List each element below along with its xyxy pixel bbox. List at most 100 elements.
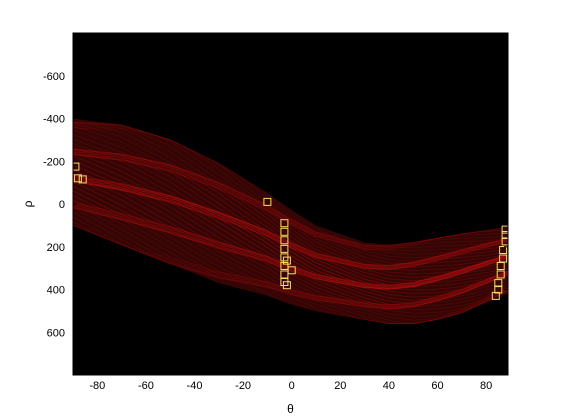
accumulator-curve bbox=[73, 123, 508, 252]
accumulator-curve bbox=[73, 152, 508, 275]
peak-marker bbox=[282, 281, 291, 290]
accumulator-curve bbox=[73, 177, 508, 286]
peak-markers bbox=[73, 162, 508, 300]
y-tick-label: -600 bbox=[43, 71, 65, 83]
accumulator-curve bbox=[73, 205, 508, 310]
accumulator-curve bbox=[73, 123, 508, 249]
peak-marker bbox=[280, 236, 289, 245]
accumulator-curve bbox=[73, 201, 508, 308]
accumulator-curve bbox=[73, 225, 508, 325]
accumulator-curve bbox=[73, 153, 508, 269]
accumulator-curve bbox=[73, 129, 508, 259]
accumulator-curve bbox=[73, 175, 508, 286]
peak-marker bbox=[263, 197, 272, 206]
accumulator-curve bbox=[73, 150, 508, 267]
y-tick-label: 200 bbox=[47, 242, 65, 254]
accumulator-curve bbox=[73, 148, 508, 267]
accumulator-curve bbox=[73, 138, 508, 264]
peak-marker bbox=[499, 246, 508, 254]
peak-marker bbox=[501, 231, 508, 239]
x-tick-label: -40 bbox=[187, 380, 203, 392]
accumulator-curve bbox=[73, 225, 508, 325]
peak-marker bbox=[496, 270, 505, 279]
peak-marker bbox=[282, 256, 291, 265]
accumulator-curve bbox=[73, 126, 508, 255]
accumulator-curve bbox=[73, 143, 508, 267]
accumulator-curve bbox=[73, 216, 508, 324]
accumulator-band bbox=[73, 118, 508, 325]
y-tick-label: 400 bbox=[47, 285, 65, 297]
y-tick-label: 600 bbox=[47, 327, 65, 339]
accumulator-curve bbox=[73, 205, 508, 307]
accumulator-curve bbox=[73, 155, 508, 278]
accumulator-curve bbox=[73, 175, 508, 288]
x-tick-label: -60 bbox=[138, 380, 154, 392]
y-axis-label: ρ bbox=[21, 200, 35, 207]
accumulator-curve bbox=[73, 123, 508, 247]
accumulator-curve bbox=[73, 154, 508, 270]
accumulator-curve bbox=[73, 149, 508, 266]
accumulator-curve bbox=[73, 225, 508, 325]
peak-marker bbox=[280, 219, 289, 228]
accumulator-curve bbox=[73, 150, 508, 270]
peak-marker bbox=[287, 266, 296, 275]
accumulator-curve bbox=[73, 148, 508, 268]
accumulator-curve bbox=[73, 221, 508, 325]
peak-marker bbox=[501, 237, 508, 246]
peak-marker bbox=[78, 175, 87, 184]
plot-content bbox=[73, 118, 508, 325]
peak-marker bbox=[280, 262, 289, 270]
accumulator-curve bbox=[73, 126, 508, 251]
accumulator-curve bbox=[73, 179, 508, 290]
accumulator-curve bbox=[73, 175, 508, 286]
y-tick-label: -200 bbox=[43, 156, 65, 168]
accumulator-curve bbox=[73, 176, 508, 291]
accumulator-curve bbox=[73, 124, 508, 249]
accumulator-curve bbox=[73, 178, 508, 287]
peak-marker bbox=[280, 227, 289, 236]
x-tick-label: 20 bbox=[334, 380, 346, 392]
accumulator-curve bbox=[73, 169, 508, 286]
peak-marker bbox=[280, 244, 289, 253]
x-tick-label: 40 bbox=[383, 380, 395, 392]
accumulator-curve bbox=[73, 164, 508, 284]
accumulator-curve bbox=[73, 199, 508, 308]
peak-marker bbox=[494, 279, 503, 288]
accumulator-curve bbox=[73, 195, 508, 306]
accumulator-curve bbox=[73, 206, 508, 308]
accumulator-curve bbox=[73, 125, 508, 250]
y-tick-label: 0 bbox=[59, 199, 65, 211]
accumulator-curve bbox=[73, 149, 508, 271]
accumulator-curve bbox=[73, 134, 508, 262]
accumulator-curve bbox=[73, 121, 508, 247]
ticks: -80 -60 -40 -20 0 20 40 60 80-600-400-2000200400… bbox=[43, 33, 508, 392]
x-tick-label: 0 bbox=[289, 380, 295, 392]
x-tick-label: 80 bbox=[480, 380, 492, 392]
accumulator-curve bbox=[73, 173, 508, 288]
peak-marker bbox=[73, 162, 80, 171]
x-tick-label: 60 bbox=[431, 380, 443, 392]
accumulator-curve bbox=[73, 152, 508, 268]
x-axis-label: θ bbox=[287, 402, 294, 416]
peak-marker bbox=[491, 291, 500, 300]
band-fill bbox=[73, 118, 508, 324]
accumulator-curve bbox=[73, 176, 508, 290]
accumulator-curve bbox=[73, 204, 508, 314]
accumulator-curve bbox=[73, 160, 508, 282]
peak-marker bbox=[501, 225, 508, 234]
peak-marker bbox=[73, 174, 82, 183]
accumulator-curve bbox=[73, 181, 508, 298]
accumulator-curve bbox=[73, 202, 508, 306]
peak-marker bbox=[499, 254, 508, 263]
x-tick-label: -20 bbox=[235, 380, 251, 392]
accumulator-curve bbox=[73, 185, 508, 301]
accumulator-curve bbox=[73, 225, 508, 325]
accumulator-curve bbox=[73, 201, 508, 306]
x-tick-label: -80 bbox=[89, 380, 105, 392]
accumulator-curve bbox=[73, 147, 508, 269]
accumulator-curve bbox=[73, 127, 508, 251]
accumulator-curve bbox=[73, 122, 508, 249]
accumulator-curve bbox=[73, 154, 508, 270]
